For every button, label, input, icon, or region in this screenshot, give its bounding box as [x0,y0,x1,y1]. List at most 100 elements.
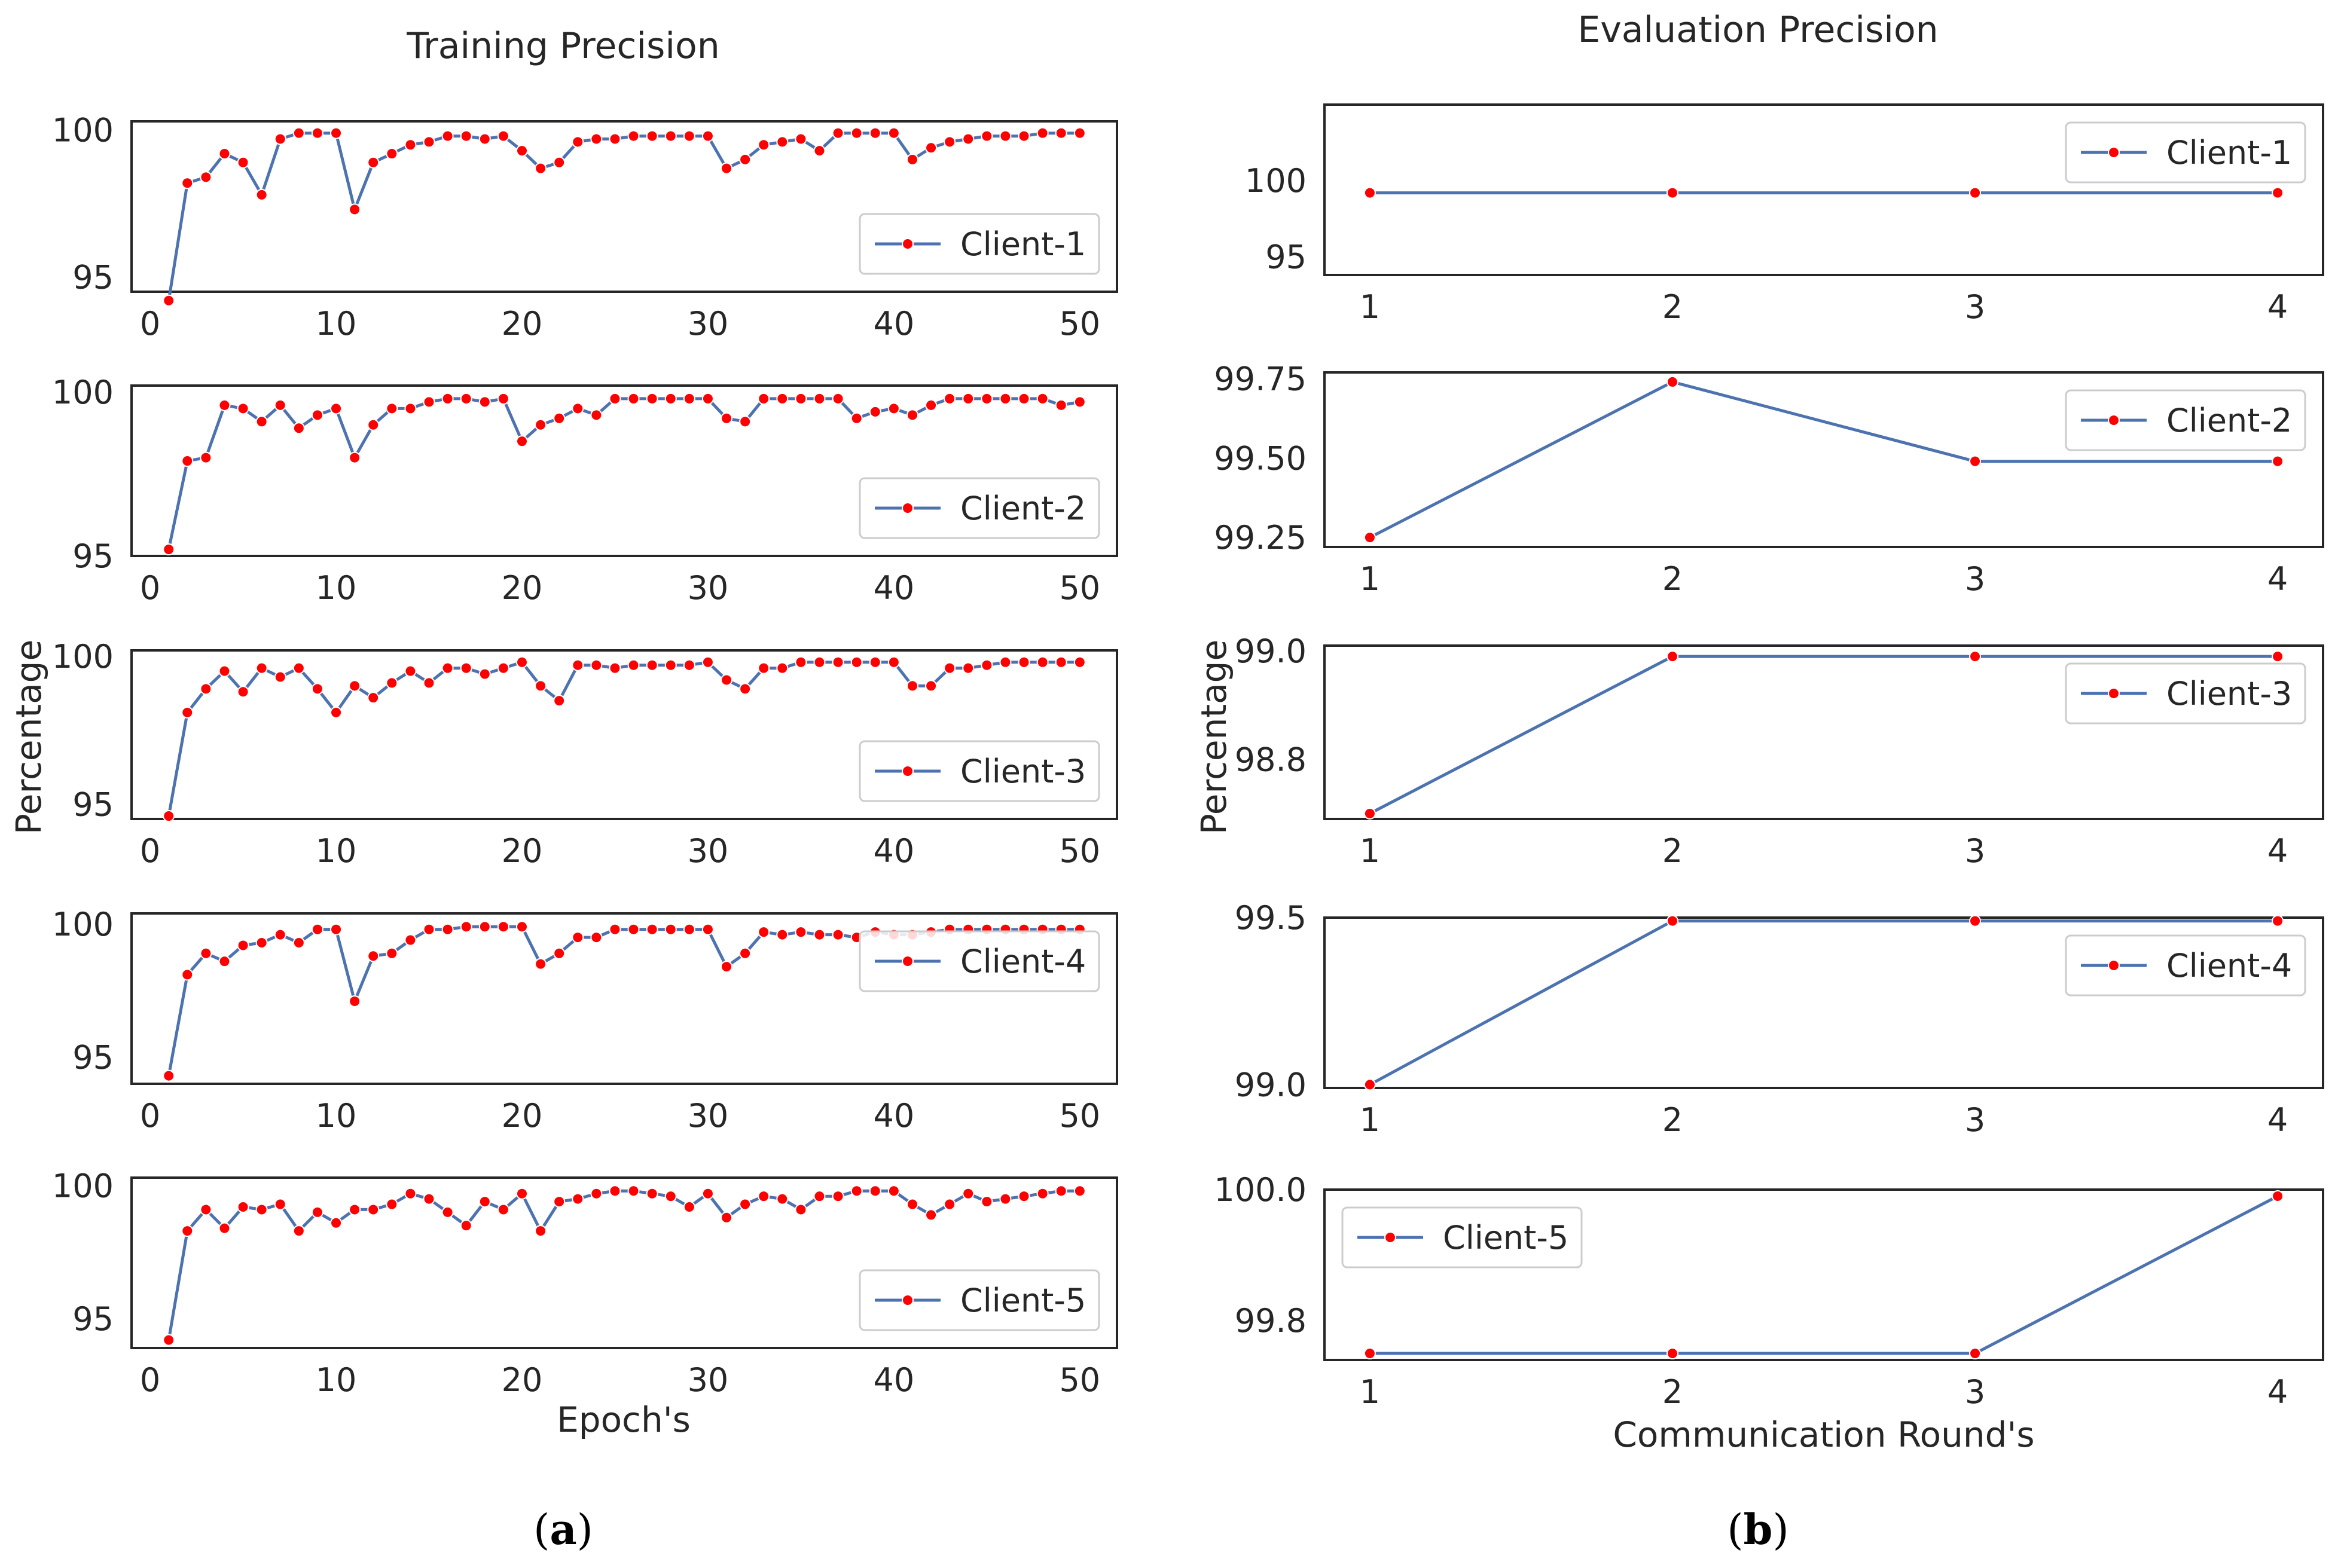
panel-a-client-3-data-point [739,683,752,695]
panel-a-client-4-xtick-label: 40 [874,1097,915,1135]
panel-a-client-4-data-point [292,936,305,949]
panel-b-client-4-ytick-label: 99.0 [1235,1066,1307,1104]
panel-b-client-2-axes-frame [1323,371,2324,548]
panel-b-client-4-ytick-label: 99.5 [1235,899,1307,937]
panel-a-client-2-legend-label: Client-2 [960,490,1086,527]
panel-a-client-3-data-point [906,680,918,692]
panel-a-client-3-xtick-label: 30 [688,832,729,870]
panel-a-client-3-data-point [887,656,900,668]
panel-a-ylabel: Percentage [8,640,49,835]
panel-b-client-2-subplot: 1 2 3 4 99.25 99.50 99.75 Client-2 [1214,360,2324,598]
panel-a-client-2-data-point [218,399,231,411]
panel-a-client-5-data-point [944,1198,956,1211]
panel-a-client-3-data-point [181,706,194,719]
panel-a-client-5-data-point [237,1200,249,1213]
panel-a-client-5-data-point [330,1217,343,1229]
panel-b-client-1-axes-frame [1323,103,2324,276]
panel-b-client-3-legend-box [2065,662,2306,725]
panel-a-client-4-data-point [721,961,733,973]
panel-a-client-1-data-point [739,153,752,166]
panel-b-client-3-ytick-label: 99.0 [1235,632,1307,670]
panel-a-client-4-data-point [758,926,770,939]
panel-a-client-2-data-point [163,543,175,556]
panel-a-client-2-data-point [758,392,770,405]
panel-a-client-2-data-point [850,412,863,424]
panel-b-client-2-xtick-label: 2 [1662,560,1683,598]
panel-a-client-5-data-point [776,1193,789,1205]
panel-a-client-4-legend-box [859,930,1100,992]
panel-a-client-5-data-point [981,1196,993,1208]
panel-b-client-3-legend: Client-3 [2065,662,2306,725]
panel-a-client-1-data-point [218,148,231,160]
panel-a-client-4-axes-frame [130,912,1118,1085]
panel-a-client-2-data-point [386,402,398,415]
panel-b-client-2-data-point [1666,375,1678,388]
panel-a-client-1-data-point [1018,130,1030,142]
panel-b-client-5-data-point [1363,1347,1376,1360]
panel-b-client-2-legend-box [2065,389,2306,451]
panel-a-client-1-data-point [367,156,380,169]
panel-b-client-4-xtick-label: 3 [1965,1101,1985,1139]
panel-b-client-2-xtick-label: 1 [1360,560,1380,598]
panel-a-client-4-data-point [404,934,417,946]
panel-a-client-4-xtick-label: 30 [688,1097,729,1135]
panel-a-client-5-ytick-label: 100 [52,1167,114,1205]
panel-a-client-1-data-point [311,127,323,139]
panel-a-client-2-data-point [349,451,361,464]
panel-a-client-3-data-point [758,662,770,674]
panel-a-client-2-data-point [906,409,918,421]
panel-a-client-4-data-point [460,921,472,933]
panel-a-caption: (a) [533,1505,593,1554]
panel-b-client-3-xtick-label: 4 [2267,832,2288,870]
panel-a-client-3-data-point [701,656,714,668]
panel-a-client-5-data-point [1055,1185,1067,1197]
panel-b-client-2-series-line [1369,380,2278,539]
panel-a-client-2-data-point [237,402,249,415]
panel-b-client-4-data-point [1363,1078,1376,1091]
panel-a-client-5-data-point [701,1187,714,1200]
panel-a-client-5-data-point [1018,1190,1030,1203]
panel-a-client-2-data-point [609,392,621,405]
panel-a-client-1-data-point [386,148,398,160]
panel-a-client-2-data-point [274,399,286,411]
panel-a-client-1-data-point [850,127,863,139]
panel-a-client-5-xtick-label: 30 [688,1361,729,1399]
panel-a-client-2-data-point [367,418,380,431]
panel-a-client-4-data-point [832,928,844,941]
panel-a-client-3-data-point [478,668,491,680]
panel-a-client-5-data-point [367,1203,380,1216]
panel-a-client-3-xtick-label: 40 [874,832,915,870]
panel-a-client-5-data-point [460,1219,472,1232]
panel-b-client-4-data-point [1666,915,1678,927]
panel-b-client-1-xtick-label: 3 [1965,288,1985,326]
panel-a-client-5-data-point [535,1225,547,1237]
panel-b-client-1-legend-box [2065,121,2306,184]
panel-a-client-3-data-point [515,656,528,668]
panel-a-client-5-data-point [218,1222,231,1234]
panel-b-ylabel: Percentage [1194,640,1234,835]
panel-b-client-3-legend-label: Client-3 [2166,675,2292,713]
panel-a-client-1-data-point [887,127,900,139]
panel-a-client-1-legend-marker [902,238,914,250]
panel-a-client-3-data-point [497,662,509,674]
panel-a-client-1-data-point [1036,127,1049,139]
panel-a-client-3-ytick-label: 100 [52,638,114,676]
panel-a-client-3-data-point [255,662,268,674]
panel-a-client-4-data-point [478,921,491,933]
panel-b-client-2-legend-marker [2108,414,2120,426]
panel-b-client-1-xtick-label: 4 [2267,288,2288,326]
panel-a-client-5-xtick-label: 40 [874,1361,915,1399]
panel-a-client-1-data-point [999,130,1012,142]
panel-a-client-2-data-point [683,392,695,405]
panel-a-client-4-data-point [218,955,231,968]
panel-a-client-5-data-point [572,1193,584,1205]
panel-a-client-5-data-point [887,1185,900,1197]
panel-a-client-4-data-point [572,931,584,944]
panel-a-client-5-data-point [646,1187,658,1200]
panel-a-client-1-data-point [1073,127,1086,139]
panel-a-client-1-data-point [200,171,212,184]
panel-a-client-5-data-point [163,1334,175,1346]
panel-a-client-3-subplot: 0 10 20 30 40 50 95 100 Client-3 [52,638,1118,870]
panel-a-client-3-data-point [163,810,175,823]
